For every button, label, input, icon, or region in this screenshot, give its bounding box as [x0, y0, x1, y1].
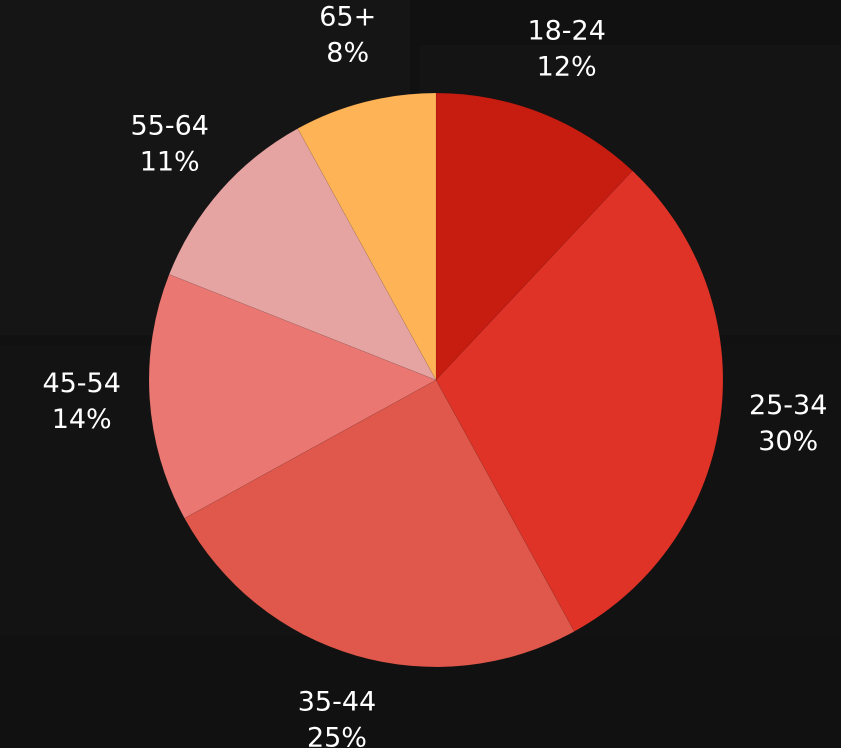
- slice-category-label: 25-34: [749, 390, 827, 421]
- slice-value-label: 30%: [758, 426, 818, 457]
- slice-value-label: 11%: [140, 147, 200, 178]
- slice-category-label: 35-44: [298, 686, 376, 717]
- slice-value-label: 12%: [537, 51, 597, 82]
- chart: 18-24 12% 25-34 30% 35-44 25% 45-54 14% 55-64 11%…: [0, 0, 841, 748]
- slice-value-label: 14%: [52, 404, 112, 435]
- slice-category-label: 18-24: [527, 15, 605, 46]
- slice-category-label: 65+: [319, 2, 376, 33]
- page: {"chart_data": {"type": "pie", "categori…: [0, 0, 841, 748]
- slice-category-label: 45-54: [42, 368, 120, 399]
- slice-value-label: 25%: [307, 722, 367, 748]
- slice-category-label: 55-64: [130, 111, 208, 142]
- slice-value-label: 8%: [326, 38, 369, 69]
